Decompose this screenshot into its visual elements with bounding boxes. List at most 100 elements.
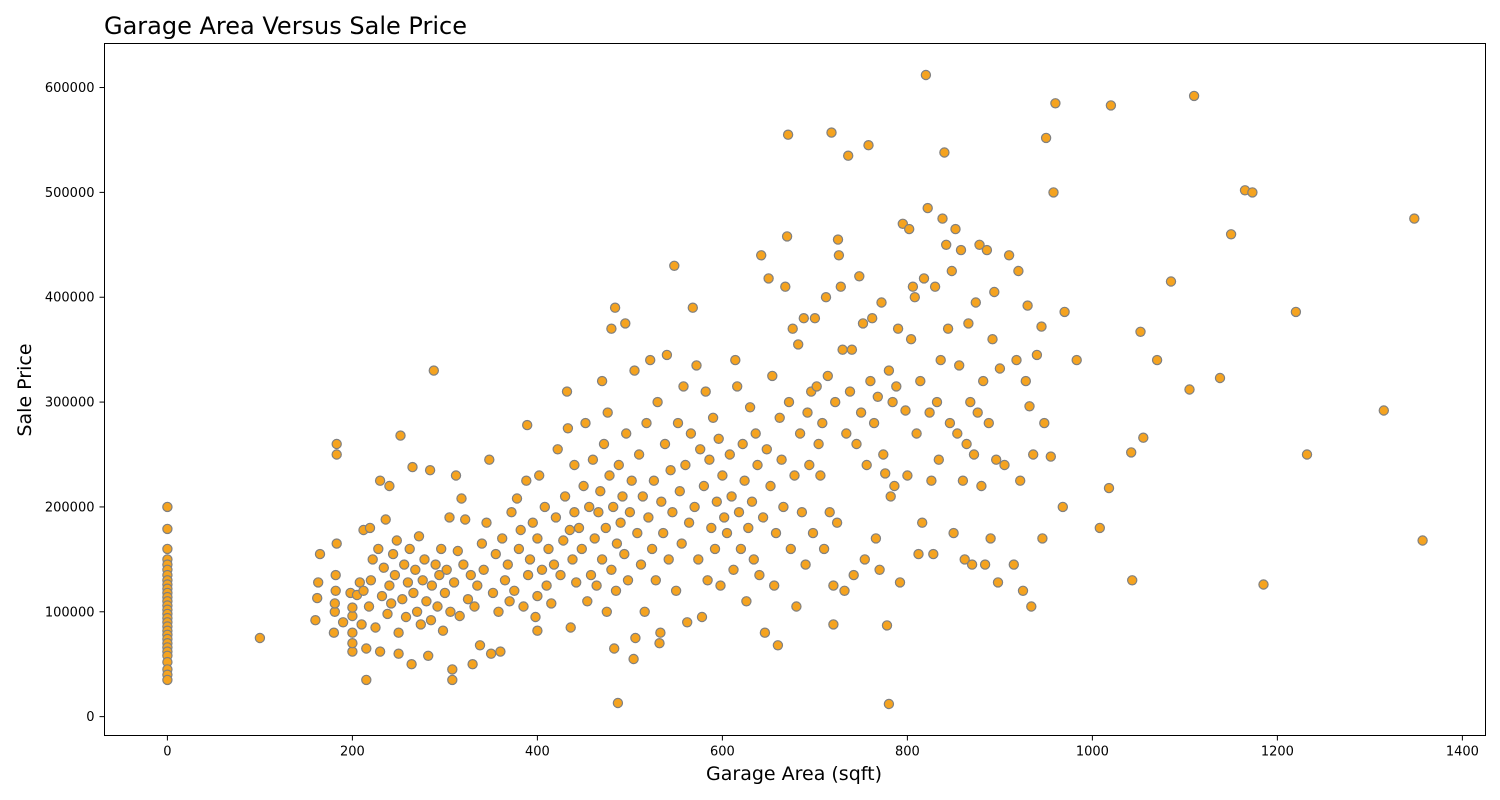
data-point — [887, 396, 898, 408]
data-point — [756, 250, 767, 261]
data-point — [472, 580, 483, 591]
data-point — [944, 417, 956, 429]
data-point — [891, 381, 902, 392]
data-point — [785, 543, 797, 555]
data-point — [961, 438, 972, 450]
data-point — [902, 470, 913, 481]
data-point — [426, 580, 438, 591]
x-tick-label: 600 — [710, 745, 735, 760]
data-point — [448, 577, 460, 588]
data-point — [515, 524, 526, 536]
data-point — [629, 365, 640, 376]
data-point — [467, 659, 478, 670]
data-point — [1024, 401, 1035, 412]
data-point — [632, 527, 643, 539]
data-point — [1013, 265, 1024, 277]
y-tick-label: 500000 — [45, 186, 95, 201]
data-point — [419, 554, 430, 565]
data-point — [654, 638, 665, 649]
data-point — [561, 386, 573, 397]
data-point — [622, 575, 634, 586]
data-point — [354, 577, 365, 588]
data-point — [509, 585, 520, 597]
data-point — [894, 577, 906, 588]
data-point — [391, 535, 402, 546]
data-point — [534, 470, 545, 481]
data-point — [445, 606, 456, 618]
data-point — [955, 244, 967, 256]
data-point — [794, 428, 806, 439]
data-point — [1247, 187, 1258, 198]
data-point — [787, 323, 798, 334]
data-point — [670, 585, 682, 597]
data-point — [582, 596, 593, 607]
data-point — [382, 608, 393, 620]
data-point — [809, 313, 821, 324]
data-point — [406, 659, 417, 670]
data-point — [425, 615, 437, 626]
data-point — [481, 517, 492, 528]
data-point — [364, 522, 376, 534]
data-point — [1057, 501, 1069, 513]
data-point — [769, 580, 780, 591]
data-point — [972, 407, 983, 418]
data-point — [393, 627, 404, 638]
data-point — [347, 602, 358, 613]
data-point — [555, 569, 566, 581]
data-point — [680, 459, 691, 471]
data-point — [976, 480, 987, 492]
data-point — [347, 638, 358, 649]
data-point — [743, 522, 754, 534]
data-point — [363, 601, 375, 612]
data-point — [493, 606, 504, 618]
data-point — [626, 475, 637, 486]
data-point — [1290, 306, 1302, 318]
data-point — [162, 543, 173, 555]
data-point — [462, 594, 474, 605]
data-point — [421, 596, 432, 607]
data-point — [513, 543, 525, 555]
data-point — [830, 396, 841, 408]
data-point — [460, 514, 471, 525]
data-point — [1103, 482, 1115, 494]
data-point — [399, 559, 410, 570]
data-point — [370, 622, 381, 633]
data-point — [643, 512, 654, 523]
data-point — [413, 531, 425, 542]
data-point — [1417, 535, 1428, 546]
data-point — [1135, 326, 1146, 337]
data-point — [735, 543, 747, 555]
data-point — [959, 554, 970, 565]
data-point — [817, 417, 828, 429]
x-tick-label: 200 — [340, 745, 365, 760]
data-point — [465, 569, 476, 581]
data-point — [861, 459, 872, 471]
data-point — [576, 543, 588, 555]
data-point — [1008, 559, 1020, 570]
data-point — [989, 286, 1000, 298]
data-point — [1151, 354, 1163, 366]
data-point — [857, 318, 869, 329]
data-point — [532, 590, 543, 602]
data-point — [881, 620, 893, 631]
data-point — [602, 407, 613, 418]
data-point — [1138, 432, 1149, 443]
data-point — [565, 622, 576, 633]
x-axis-ticks: 0 200 400 600 800 1000 1200 1400 — [163, 735, 1479, 760]
data-point — [633, 449, 645, 460]
data-point — [624, 507, 636, 518]
data-point — [826, 127, 837, 138]
data-point — [730, 354, 741, 366]
data-point — [347, 627, 358, 638]
data-point — [1048, 187, 1059, 198]
data-point — [361, 643, 372, 654]
data-point — [600, 522, 612, 534]
data-point — [948, 527, 959, 539]
data-point — [676, 538, 687, 549]
y-tick-label: 600000 — [45, 81, 95, 96]
data-point — [564, 524, 576, 536]
data-point — [162, 674, 173, 686]
data-point — [546, 598, 557, 609]
data-point — [935, 354, 946, 366]
data-point — [580, 417, 591, 429]
